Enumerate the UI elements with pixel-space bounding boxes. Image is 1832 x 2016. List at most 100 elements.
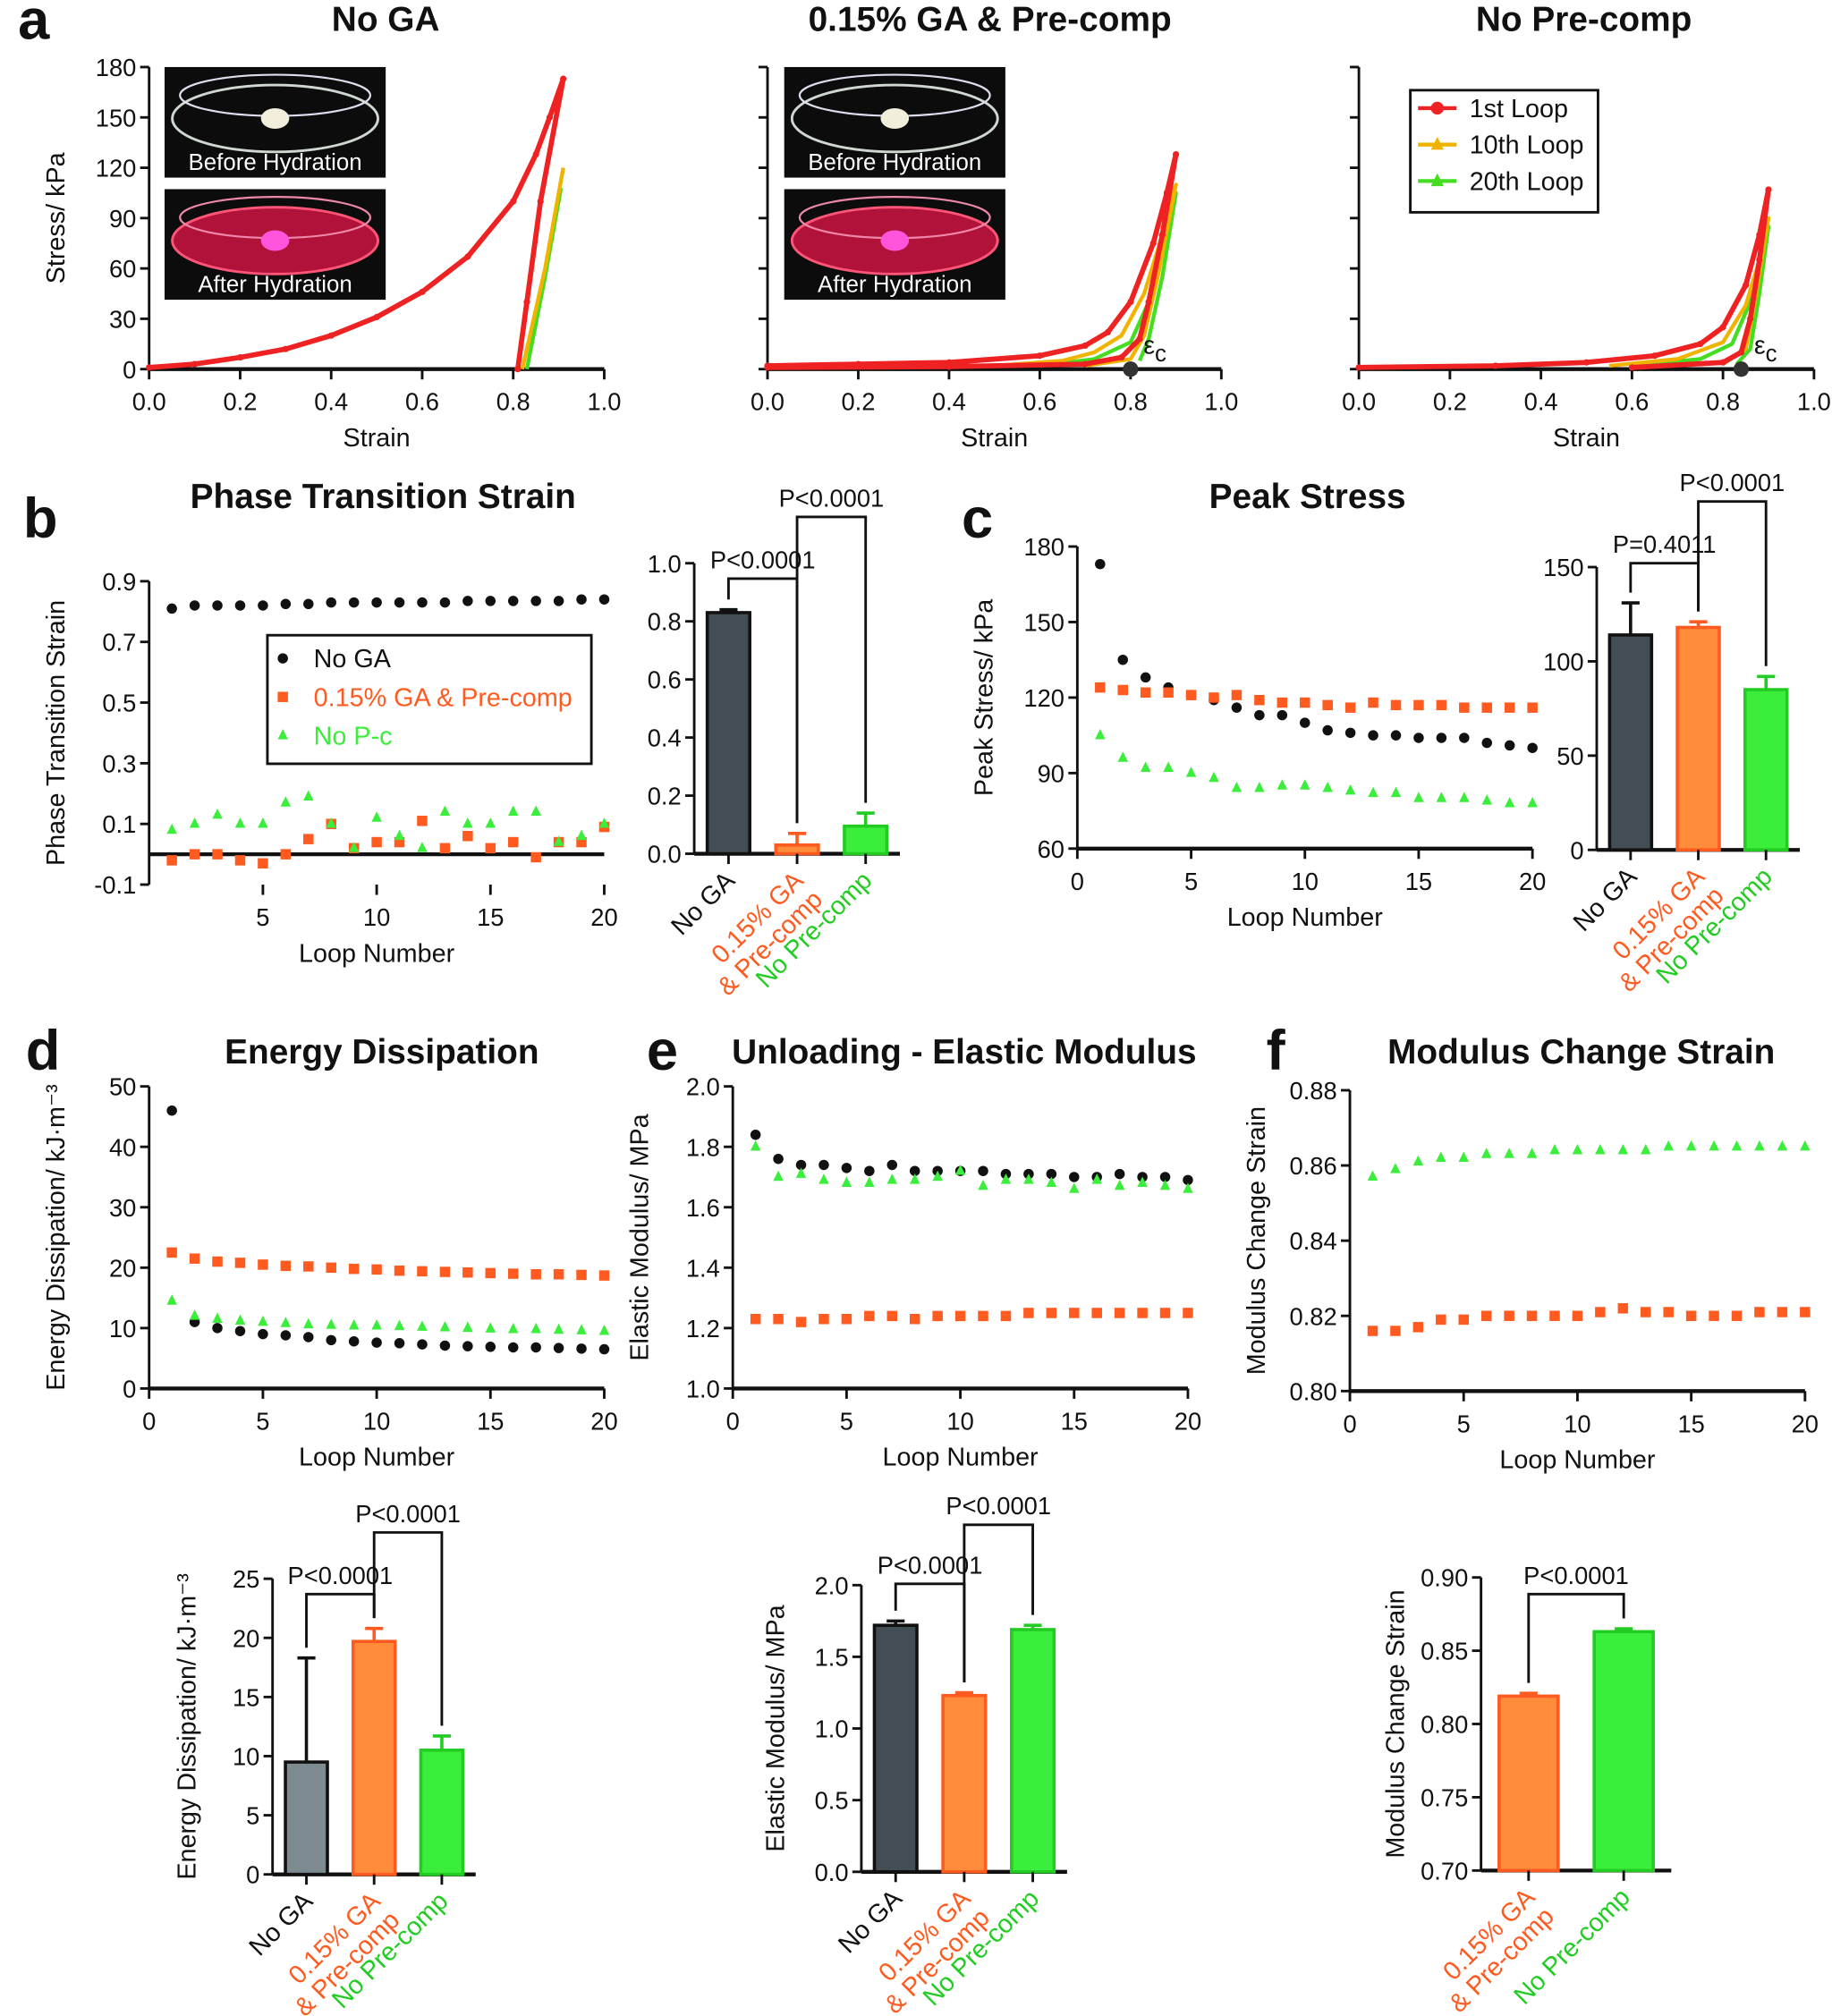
curve-point xyxy=(1136,335,1143,343)
data-point xyxy=(1526,1310,1538,1321)
data-point xyxy=(1390,730,1402,741)
data-point xyxy=(1481,737,1493,749)
curve-point xyxy=(510,198,517,205)
data-point xyxy=(1595,1144,1606,1155)
y-tick-label: 1.0 xyxy=(815,1715,849,1743)
curve-point xyxy=(191,360,199,368)
legend-label: No GA xyxy=(314,645,392,673)
epsilon-subscript: c xyxy=(1155,342,1166,367)
data-point xyxy=(234,817,246,828)
data-point xyxy=(439,805,451,816)
y-tick-label: 0.90 xyxy=(1421,1564,1468,1592)
x-tick-label: 0.2 xyxy=(223,388,257,416)
y-tick-label: -0.1 xyxy=(94,871,136,899)
data-point xyxy=(576,594,587,605)
data-point xyxy=(439,1340,451,1351)
data-point xyxy=(189,849,200,860)
data-point xyxy=(258,858,268,869)
data-point xyxy=(394,597,405,608)
y-tick-label: 0 xyxy=(123,1375,136,1402)
bar xyxy=(284,1760,329,1876)
data-point xyxy=(166,823,177,834)
curve-point xyxy=(1036,352,1043,360)
data-point xyxy=(1754,1307,1765,1317)
data-point xyxy=(1481,794,1493,805)
data-point xyxy=(1344,702,1356,713)
data-point xyxy=(1777,1307,1788,1317)
chart-title: Modulus Change Strain xyxy=(1387,1033,1775,1072)
significance-bracket xyxy=(305,1592,376,1648)
x-axis-label: Strain xyxy=(1553,424,1620,453)
data-point xyxy=(1137,1176,1148,1188)
y-tick-label: 15 xyxy=(233,1683,259,1711)
chart-title: No GA xyxy=(332,1,440,39)
data-point xyxy=(189,817,200,828)
x-axis-label: Loop Number xyxy=(1227,903,1384,932)
data-point xyxy=(1069,1172,1080,1182)
y-tick-label: 90 xyxy=(1038,759,1064,787)
data-point xyxy=(1504,1310,1514,1321)
data-point xyxy=(1095,682,1106,693)
data-point xyxy=(1777,1139,1788,1151)
data-point xyxy=(348,842,360,852)
p-value-label: P<0.0001 xyxy=(1523,1562,1629,1589)
data-point xyxy=(371,1318,382,1330)
data-point xyxy=(280,598,292,610)
curve-point xyxy=(1104,328,1112,336)
x-tick-label: 5 xyxy=(1184,868,1198,895)
y-tick-label: 10 xyxy=(233,1743,259,1771)
y-tick-label: 40 xyxy=(109,1133,136,1161)
data-point xyxy=(1436,1314,1446,1326)
data-point xyxy=(978,1310,988,1322)
data-point xyxy=(166,855,177,866)
legend-marker xyxy=(1430,137,1444,150)
data-point xyxy=(166,1294,177,1305)
legend-marker xyxy=(277,653,288,664)
x-tick-label: 0 xyxy=(1071,868,1084,895)
data-point xyxy=(576,1324,587,1334)
data-point xyxy=(326,1334,336,1346)
data-point xyxy=(1572,1144,1583,1155)
data-point xyxy=(1412,1155,1424,1166)
data-point xyxy=(598,1343,610,1355)
data-point xyxy=(1069,1308,1080,1318)
data-point xyxy=(234,855,246,866)
data-point xyxy=(439,1266,451,1277)
data-point xyxy=(909,1173,920,1184)
y-axis-label: Peak Stress/ kPa xyxy=(971,599,999,796)
x-tick-label: 0.4 xyxy=(1524,388,1558,416)
panel-a2: 0.15% GA & Pre-comp 0.0 0.2 0.4 0.6 0.8 1.0 Str… xyxy=(751,1,1238,453)
data-point xyxy=(1114,1179,1125,1190)
data-point xyxy=(280,1260,292,1272)
data-point xyxy=(462,596,473,606)
x-tick-label: 0.8 xyxy=(496,388,530,416)
significance-bracket xyxy=(372,1530,444,1726)
curve-point xyxy=(1719,324,1726,331)
y-tick-label: 0.2 xyxy=(648,783,682,810)
curve-point xyxy=(764,364,771,371)
data-point xyxy=(212,1312,223,1324)
x-tick-label: 0 xyxy=(726,1407,740,1435)
data-point xyxy=(326,817,336,828)
data-point xyxy=(750,1129,761,1140)
data-point xyxy=(189,1309,200,1320)
data-point xyxy=(326,1262,336,1274)
data-point xyxy=(1209,692,1219,703)
curve-point xyxy=(1651,352,1658,360)
y-tick-label: 50 xyxy=(109,1073,136,1101)
y-tick-label: 25 xyxy=(233,1565,259,1593)
data-point xyxy=(1481,702,1493,713)
x-tick-label: 15 xyxy=(1677,1410,1704,1437)
x-axis-label: Strain xyxy=(344,424,411,453)
data-point xyxy=(864,1176,875,1188)
y-tick-label: 0.70 xyxy=(1421,1857,1468,1885)
data-point xyxy=(954,1165,966,1175)
x-tick-label: 5 xyxy=(840,1407,853,1435)
data-point xyxy=(166,1105,177,1116)
x-tick-label: 0.6 xyxy=(1022,388,1056,416)
transition-strain-marker xyxy=(1733,361,1750,377)
x-tick-label: 15 xyxy=(477,1407,504,1435)
data-point xyxy=(212,849,223,860)
data-point xyxy=(348,1318,360,1330)
x-tick-label: 0.6 xyxy=(405,388,439,416)
